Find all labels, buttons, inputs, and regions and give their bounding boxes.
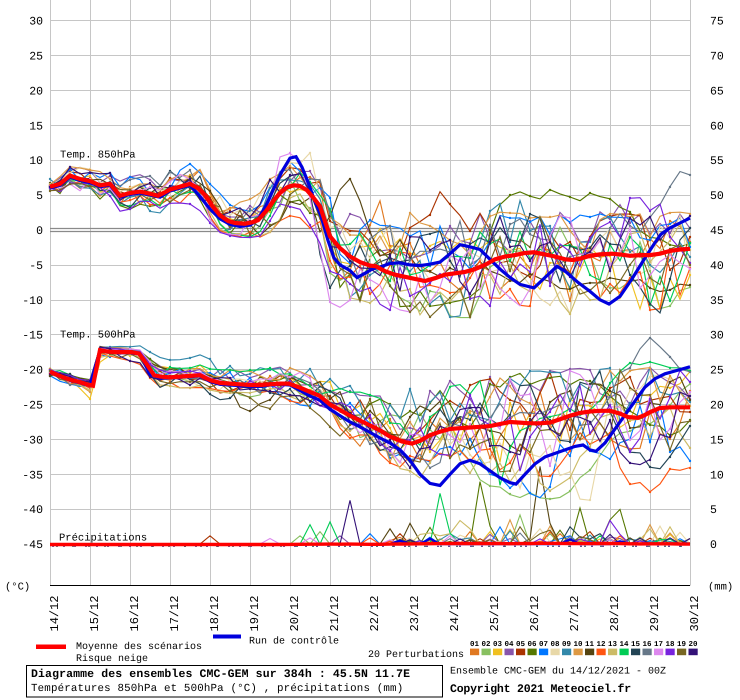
svg-text:15: 15 <box>29 120 43 133</box>
svg-text:20: 20 <box>710 400 724 413</box>
svg-text:35: 35 <box>710 295 724 308</box>
svg-text:-30: -30 <box>22 434 43 447</box>
svg-text:-10: -10 <box>22 295 43 308</box>
svg-text:30: 30 <box>29 16 43 29</box>
svg-text:18/12: 18/12 <box>208 595 222 631</box>
svg-text:07: 07 <box>539 640 548 649</box>
svg-text:-35: -35 <box>22 469 43 482</box>
svg-text:27/12: 27/12 <box>568 595 582 631</box>
svg-text:18: 18 <box>666 640 676 649</box>
svg-text:22/12: 22/12 <box>368 595 382 631</box>
svg-text:(mm): (mm) <box>708 582 733 594</box>
svg-text:Ensemble CMC-GEM du 14/12/2021: Ensemble CMC-GEM du 14/12/2021 - 00Z <box>450 666 666 678</box>
svg-text:14/12: 14/12 <box>48 595 62 631</box>
svg-text:55: 55 <box>710 155 724 168</box>
svg-text:10: 10 <box>574 640 584 649</box>
svg-text:12: 12 <box>597 640 607 649</box>
svg-text:70: 70 <box>710 51 724 64</box>
svg-text:Run de contrôle: Run de contrôle <box>249 636 339 648</box>
svg-text:09: 09 <box>562 640 572 649</box>
svg-text:30: 30 <box>710 330 724 343</box>
svg-text:Copyright 2021 Meteociel.fr: Copyright 2021 Meteociel.fr <box>450 683 631 696</box>
svg-text:Risque neige: Risque neige <box>76 653 148 665</box>
svg-text:60: 60 <box>710 120 724 133</box>
svg-text:Moyenne des scénarios: Moyenne des scénarios <box>76 641 202 653</box>
svg-text:Temp. 850hPa: Temp. 850hPa <box>60 150 136 162</box>
svg-text:45: 45 <box>710 225 724 238</box>
svg-text:19: 19 <box>677 640 687 649</box>
svg-text:20 Perturbations: 20 Perturbations <box>368 649 464 661</box>
svg-text:21/12: 21/12 <box>328 595 342 631</box>
svg-text:17/12: 17/12 <box>168 595 182 631</box>
svg-text:-5: -5 <box>29 260 43 273</box>
svg-text:(°C): (°C) <box>5 582 30 594</box>
svg-text:08: 08 <box>551 640 561 649</box>
svg-text:10: 10 <box>710 469 724 482</box>
svg-text:25: 25 <box>29 51 43 64</box>
svg-text:-25: -25 <box>22 400 43 413</box>
svg-text:13: 13 <box>608 640 618 649</box>
svg-text:14: 14 <box>620 641 630 649</box>
svg-text:15/12: 15/12 <box>88 595 102 631</box>
svg-text:-40: -40 <box>22 504 43 517</box>
svg-text:75: 75 <box>710 16 724 29</box>
svg-text:05: 05 <box>516 640 526 649</box>
svg-text:16/12: 16/12 <box>128 595 142 631</box>
svg-text:19/12: 19/12 <box>248 595 262 631</box>
svg-text:65: 65 <box>710 85 724 98</box>
svg-text:0: 0 <box>36 225 43 238</box>
svg-text:15: 15 <box>710 434 724 447</box>
svg-text:28/12: 28/12 <box>608 595 622 631</box>
svg-text:06: 06 <box>528 640 538 649</box>
svg-text:26/12: 26/12 <box>528 595 542 631</box>
svg-text:23/12: 23/12 <box>408 595 422 631</box>
svg-text:04: 04 <box>505 640 515 649</box>
svg-text:-20: -20 <box>22 365 43 378</box>
svg-text:Temp. 500hPa: Temp. 500hPa <box>60 330 136 342</box>
svg-text:5: 5 <box>710 504 717 517</box>
svg-text:50: 50 <box>710 190 724 203</box>
svg-text:20: 20 <box>689 640 699 649</box>
svg-text:24/12: 24/12 <box>448 595 462 631</box>
svg-text:25/12: 25/12 <box>488 595 502 631</box>
svg-text:25: 25 <box>710 365 724 378</box>
svg-text:-15: -15 <box>22 330 43 343</box>
svg-text:40: 40 <box>710 260 724 273</box>
svg-text:20: 20 <box>29 85 43 98</box>
svg-text:Diagramme des ensembles CMC-GE: Diagramme des ensembles CMC-GEM sur 384h… <box>31 668 410 681</box>
svg-text:15: 15 <box>631 641 641 649</box>
svg-text:-45: -45 <box>22 539 43 552</box>
svg-text:20/12: 20/12 <box>288 595 302 631</box>
svg-text:0: 0 <box>710 539 717 552</box>
svg-text:16: 16 <box>643 640 653 649</box>
svg-text:Températures 850hPa et 500hPa: Températures 850hPa et 500hPa (°C) , pré… <box>31 683 403 695</box>
svg-text:10: 10 <box>29 155 43 168</box>
svg-text:02: 02 <box>482 640 492 649</box>
svg-text:30/12: 30/12 <box>688 595 702 631</box>
svg-text:01: 01 <box>470 640 480 649</box>
svg-text:5: 5 <box>36 190 43 203</box>
svg-text:Précipitations: Précipitations <box>59 533 147 545</box>
svg-text:29/12: 29/12 <box>648 595 662 631</box>
svg-text:11: 11 <box>585 641 595 649</box>
svg-text:17: 17 <box>654 641 663 649</box>
svg-text:03: 03 <box>493 640 503 649</box>
